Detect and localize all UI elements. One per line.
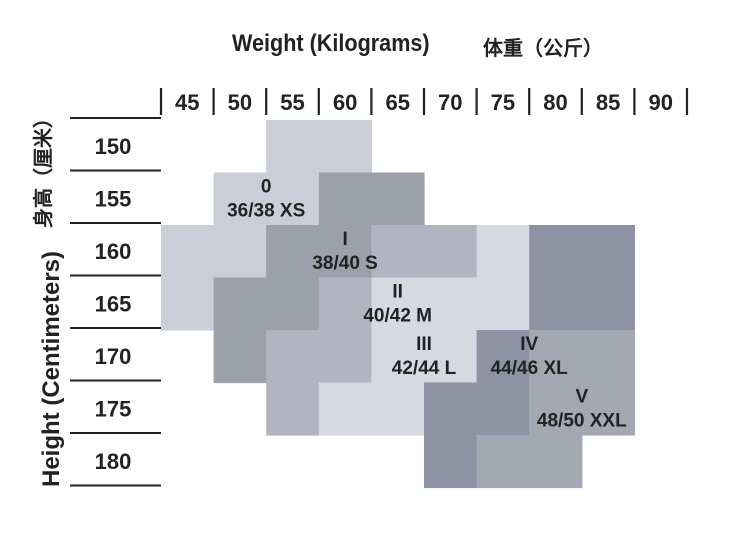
size-region-cell-0 [266,172,320,226]
y-tick-label: 165 [95,292,132,317]
size-region-cell-i [371,172,425,226]
size-region-cell-iv [581,225,635,279]
size-region-cell-iv [529,225,583,279]
size-region-cell-i [318,172,372,226]
y-tick-label: 150 [95,134,132,159]
size-region-cell-i [213,277,267,331]
size-region-cell-iii [424,277,478,331]
x-axis-title-cn: 体重（公斤） [483,36,603,60]
size-region-cell-iii [318,382,372,436]
size-region-cell-0 [266,120,320,174]
y-tick-label: 160 [95,239,132,264]
size-region-cell-v [581,330,635,384]
size-code-label: 36/38 XS [227,201,305,222]
size-roman-label: I [342,229,347,250]
size-region-cell-0 [213,225,267,279]
size-region-cell-iii [476,225,530,279]
size-region-cell-iv [424,382,478,436]
size-roman-label: IV [520,334,538,355]
size-region-cell-0 [318,120,372,174]
size-region-cell-v [581,382,635,436]
x-tick-label: 45 [175,90,199,115]
size-region-cell-ii [318,330,372,384]
size-region-cell-ii [266,382,320,436]
size-region-cell-iii [371,277,425,331]
size-region-cell-iii [476,277,530,331]
size-region-cell-i [266,277,320,331]
y-tick-label: 155 [95,187,132,212]
size-roman-label: II [392,282,403,303]
size-region-cell-iv [476,382,530,436]
size-region-cell-iv [529,277,583,331]
y-tick-label: 170 [95,344,132,369]
size-code-label: 42/44 L [392,358,457,379]
size-code-label: 48/50 XXL [537,411,627,432]
size-roman-label: 0 [261,177,272,198]
size-region-cell-0 [161,277,215,331]
size-region-cell-0 [213,172,267,226]
x-tick-label: 65 [385,90,409,115]
size-region-cell-i [266,225,320,279]
y-axis-title: Height (Centimeters) [38,250,65,487]
x-tick-label: 90 [648,90,672,115]
size-region-cell-iv [424,435,478,489]
x-tick-label: 80 [543,90,567,115]
size-code-label: 44/46 XL [491,358,568,379]
size-region-cell-ii [424,225,478,279]
size-roman-label: V [575,387,588,408]
x-tick-label: 50 [228,90,252,115]
x-tick-label: 70 [438,90,462,115]
size-region-cell-0 [161,225,215,279]
size-region-cell-ii [318,277,372,331]
size-region-cell-i [318,225,372,279]
size-region-cell-i [213,330,267,384]
size-region-cell-v [529,330,583,384]
x-tick-label: 85 [596,90,620,115]
size-region-cell-v [476,435,530,489]
y-tick-label: 175 [95,397,132,422]
y-tick-label: 180 [95,449,132,474]
x-tick-label: 55 [280,90,304,115]
x-tick-label: 60 [333,90,357,115]
size-region-cell-iii [371,382,425,436]
size-region-cell-iii [424,330,478,384]
size-code-label: 38/40 S [312,253,378,274]
size-region-cell-v [529,382,583,436]
size-region-cell-iii [371,330,425,384]
x-tick-label: 75 [491,90,515,115]
size-code-label: 40/42 M [363,306,432,327]
x-axis-title: Weight (Kilograms) [232,30,430,57]
size-roman-label: III [416,334,432,355]
size-region-cell-iv [476,330,530,384]
y-axis-title-cn: 身高（厘米） [31,108,55,228]
size-region-cell-ii [266,330,320,384]
size-region-cell-iv [581,277,635,331]
size-region-cell-ii [371,225,425,279]
size-region-cell-v [529,435,583,489]
